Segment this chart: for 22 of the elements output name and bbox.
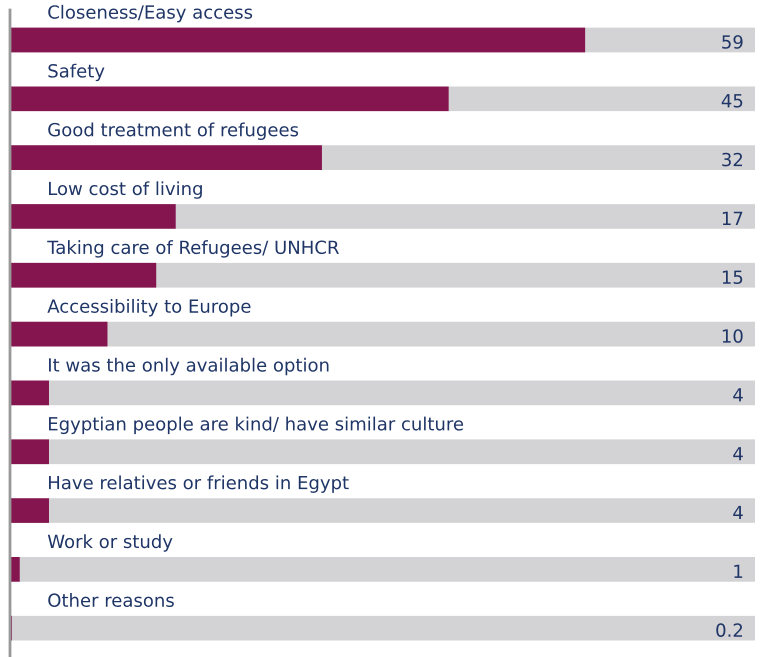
y-tick-label: Taking care of Refugees/ UNHCR xyxy=(47,240,339,258)
y-tick-label: Have relatives or friends in Egypt xyxy=(49,475,349,493)
data-label: 4 xyxy=(733,447,743,460)
y-tick-label: Low cost of living xyxy=(49,181,202,199)
y-tick-label: Safety xyxy=(48,64,104,82)
data-label: 1 xyxy=(734,564,742,578)
data-label: 0.2 xyxy=(716,623,742,637)
y-tick-label: Good treatment of refugees xyxy=(48,122,298,140)
data-label: 45 xyxy=(722,94,742,108)
data-label: 10 xyxy=(722,329,743,343)
y-tick-label: Other reasons xyxy=(48,593,174,608)
y-tick-label: Accessibility to Europe xyxy=(47,298,250,316)
y-tick-label: Work or study xyxy=(48,534,172,552)
y-tick-label: Egyptian people are kind/ have similar culture xyxy=(49,416,464,434)
data-label: 59 xyxy=(722,35,743,49)
y-tick-label: It was the only available option xyxy=(49,358,328,376)
data-label: 17 xyxy=(722,212,742,225)
data-label: 32 xyxy=(722,152,742,166)
data-label: 4 xyxy=(733,506,743,520)
data-label: 15 xyxy=(722,270,742,284)
y-tick-label: Closeness/Easy access xyxy=(48,4,252,22)
data-label: 4 xyxy=(733,388,743,402)
